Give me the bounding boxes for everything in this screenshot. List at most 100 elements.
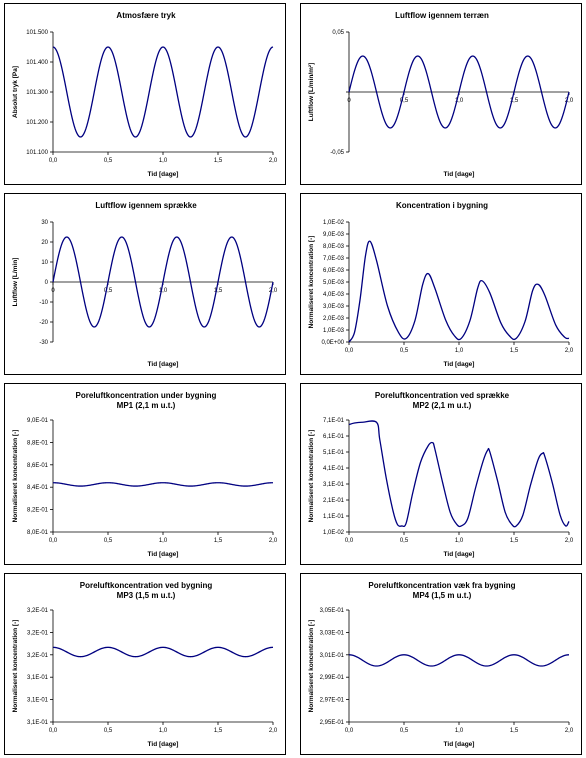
x-tick-label: 1,5 xyxy=(214,538,223,544)
y-tick-label: -0,05 xyxy=(330,150,344,156)
x-axis-label: Tid [dage] xyxy=(148,361,179,368)
y-tick-label: 3,0E-03 xyxy=(323,304,345,310)
chart-subtitle: MP4 (1,5 m u.t.) xyxy=(413,591,472,600)
x-tick-label: 1,0 xyxy=(455,348,464,354)
chart-panel-mp4: Poreluftkoncentration væk fra bygning MP4… xyxy=(300,573,582,755)
y-axis-label: Normaliseret koncentration [-] xyxy=(308,620,315,713)
x-tick-label: 1,5 xyxy=(510,728,519,734)
chart-panel-airflow-crack: Luftflow igennem sprække -30 -20 -10 0 10 20 30… xyxy=(4,193,286,375)
y-tick-label: 3,1E-01 xyxy=(27,698,49,704)
chart-subtitle: MP2 (2,1 m u.t.) xyxy=(413,401,472,410)
series-line xyxy=(348,654,570,667)
y-tick-label: 10 xyxy=(41,260,48,266)
y-tick-label: 8,8E-01 xyxy=(27,440,49,446)
y-axis-label: Normaliseret koncentration [-] xyxy=(308,236,315,329)
y-tick-label: 1,0E-02 xyxy=(323,220,345,226)
x-tick-label: 1,0 xyxy=(159,288,168,294)
y-tick-label: 3,1E-01 xyxy=(323,482,345,488)
y-tick-label: 1,1E-01 xyxy=(323,514,345,520)
chart-svg: Luftflow igennem terræn -0,05 0,05 0 0,5 1,0 1… xyxy=(308,11,574,178)
y-tick-label: 6,1E-01 xyxy=(323,434,345,440)
y-tick-label: 20 xyxy=(41,240,48,246)
x-tick-label: 0,0 xyxy=(345,728,354,734)
y-tick-label: 30 xyxy=(41,220,48,226)
y-tick-label: 101.500 xyxy=(26,30,48,36)
x-tick-label: 2,0 xyxy=(269,288,278,294)
y-tick-label: 6,0E-03 xyxy=(323,268,345,274)
y-tick-label: 3,01E-01 xyxy=(320,653,345,659)
chart-title: Luftflow igennem sprække xyxy=(95,201,197,210)
chart-title: Poreluftkoncentration under bygning xyxy=(76,391,217,400)
x-tick-label: 0,5 xyxy=(104,538,113,544)
series-line xyxy=(348,420,570,528)
x-tick-label: 1,0 xyxy=(455,538,464,544)
y-tick-label: 0,05 xyxy=(332,30,344,36)
chart-panel-concentration-building: Koncentration i bygning 0,0E+00 1,0E-03 2,0… xyxy=(300,193,582,375)
chart-panel-mp3: Poreluftkoncentration ved bygning MP3 (1,… xyxy=(4,573,286,755)
y-tick-label: 3,2E-01 xyxy=(27,608,49,614)
y-tick-label: 2,97E-01 xyxy=(320,698,345,704)
x-tick-label: 1,5 xyxy=(510,348,519,354)
chart-title: Poreluftkoncentration ved bygning xyxy=(80,581,213,590)
y-tick-label: 8,4E-01 xyxy=(27,485,49,491)
chart-title: Luftflow igennem terræn xyxy=(395,11,489,20)
y-axis-label: Luftflow [L/min] xyxy=(12,258,19,307)
y-tick-label: 101.400 xyxy=(26,60,48,66)
x-tick-label: 2,0 xyxy=(269,728,278,734)
x-tick-label: 0,5 xyxy=(400,728,409,734)
chart-svg: Atmosfære tryk 101.100 101.200 101.300 101.4… xyxy=(12,11,278,178)
series-line xyxy=(52,236,274,328)
x-tick-label: 0,5 xyxy=(400,348,409,354)
chart-panel-mp2: Poreluftkoncentration ved sprække MP2 (2,… xyxy=(300,383,582,565)
y-tick-label: -30 xyxy=(39,340,48,346)
x-tick-label: 2,0 xyxy=(269,158,278,164)
series-line xyxy=(348,240,570,343)
y-tick-label: 0,0E+00 xyxy=(321,340,344,346)
x-axis-label: Tid [dage] xyxy=(444,551,475,558)
x-tick-label: 1,0 xyxy=(159,538,168,544)
y-tick-label: 7,0E-03 xyxy=(323,256,345,262)
y-tick-label: 0 xyxy=(45,280,49,286)
y-tick-label: 2,95E-01 xyxy=(320,720,345,726)
y-tick-label: 9,0E-03 xyxy=(323,232,345,238)
y-tick-label: 101.100 xyxy=(26,150,48,156)
y-tick-label: 2,0E-03 xyxy=(323,316,345,322)
y-tick-label: 9,0E-01 xyxy=(27,418,49,424)
series-line xyxy=(52,46,274,138)
x-axis-label: Tid [dage] xyxy=(444,171,475,178)
y-tick-label: 3,03E-01 xyxy=(320,630,345,636)
chart-title: Poreluftkoncentration væk fra bygning xyxy=(368,581,515,590)
series-line xyxy=(348,55,570,129)
x-tick-label: 0,5 xyxy=(400,98,409,104)
y-axis-label: Luftflow [L/min/m²] xyxy=(308,63,315,121)
chart-panel-mp1: Poreluftkoncentration under bygning MP1 (… xyxy=(4,383,286,565)
x-tick-label: 0,0 xyxy=(345,538,354,544)
x-tick-label: 0 xyxy=(347,98,351,104)
x-tick-label: 0,5 xyxy=(104,288,113,294)
y-tick-label: 1,0E-03 xyxy=(323,328,345,334)
chart-title: Koncentration i bygning xyxy=(396,201,488,210)
x-axis-label: Tid [dage] xyxy=(444,361,475,368)
y-tick-label: 3,2E-01 xyxy=(27,630,49,636)
x-tick-label: 0,5 xyxy=(400,538,409,544)
y-tick-label: 8,2E-01 xyxy=(27,508,49,514)
chart-svg: Poreluftkoncentration væk fra bygningMP4… xyxy=(308,581,574,748)
chart-panel-atmospheric-pressure: Atmosfære tryk 101.100 101.200 101.300 101.4… xyxy=(4,3,286,185)
chart-svg: Koncentration i bygning 0,0E+00 1,0E-03 2,0… xyxy=(308,201,574,368)
y-tick-label: 7,1E-01 xyxy=(323,418,345,424)
y-tick-label: 101.200 xyxy=(26,120,48,126)
y-tick-label: 8,0E-03 xyxy=(323,244,345,250)
x-tick-label: 2,0 xyxy=(565,348,574,354)
y-tick-label: 8,0E-01 xyxy=(27,530,49,536)
y-tick-label: 3,1E-01 xyxy=(27,675,49,681)
x-axis-label: Tid [dage] xyxy=(148,551,179,558)
y-tick-label: 5,1E-01 xyxy=(323,450,345,456)
chart-subtitle: MP3 (1,5 m u.t.) xyxy=(117,591,176,600)
y-tick-label: 2,99E-01 xyxy=(320,675,345,681)
x-tick-label: 0,0 xyxy=(49,158,58,164)
y-axis-label: Normaliseret koncentration [-] xyxy=(308,430,315,523)
y-tick-label: -20 xyxy=(39,320,48,326)
x-axis-label: Tid [dage] xyxy=(148,741,179,748)
